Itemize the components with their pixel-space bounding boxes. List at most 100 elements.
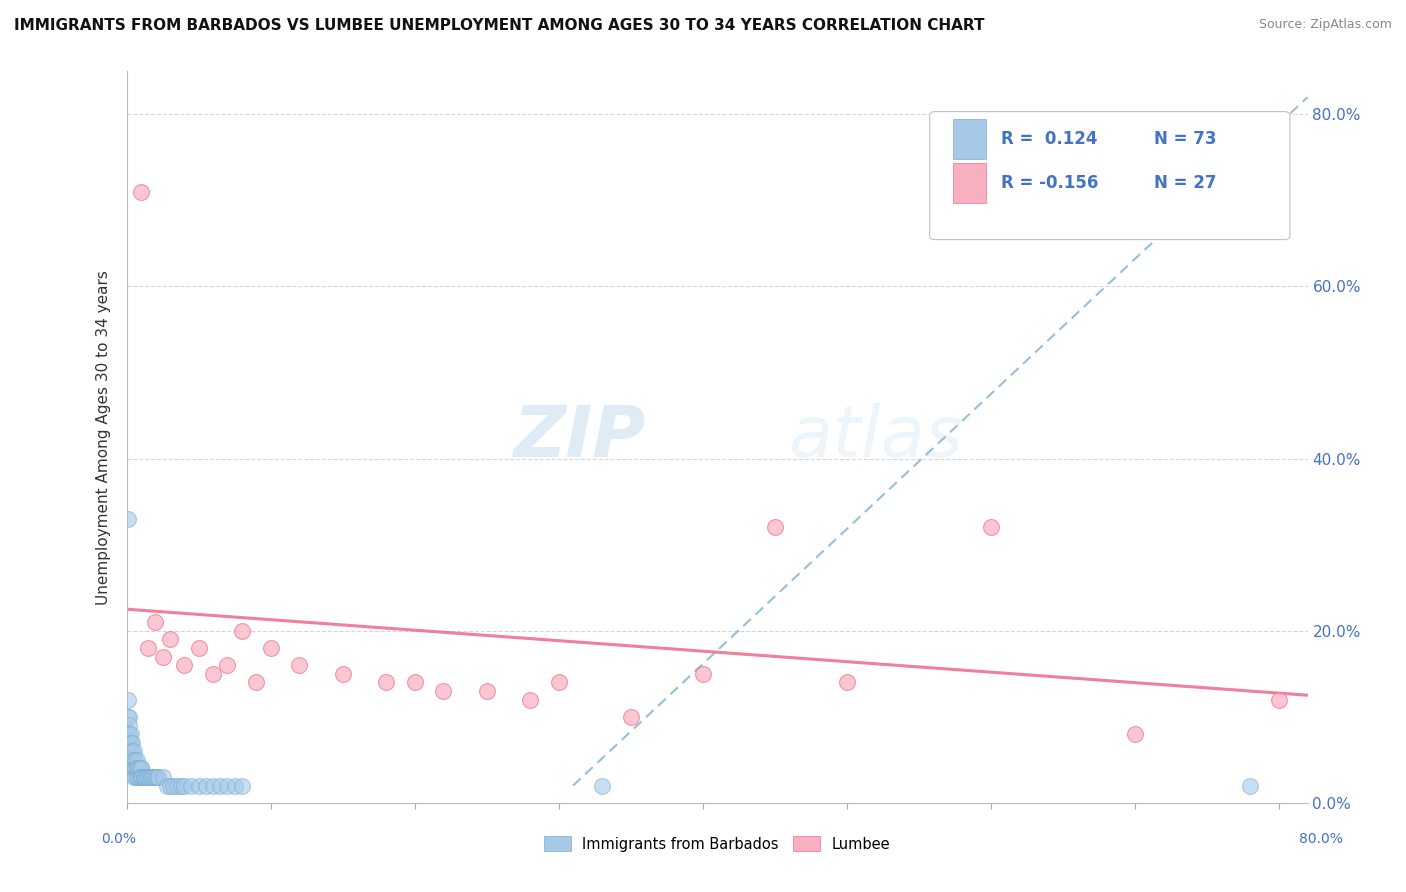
Point xyxy=(124,753,146,767)
Point xyxy=(194,779,217,793)
Point xyxy=(591,779,613,793)
Point xyxy=(374,675,396,690)
Point xyxy=(121,761,143,775)
Point xyxy=(132,770,155,784)
FancyBboxPatch shape xyxy=(953,119,987,159)
Point xyxy=(519,692,541,706)
Point xyxy=(118,744,141,758)
Point xyxy=(117,735,139,749)
Point xyxy=(120,753,142,767)
FancyBboxPatch shape xyxy=(929,112,1289,240)
Point xyxy=(187,779,209,793)
Text: atlas: atlas xyxy=(787,402,963,472)
Point xyxy=(201,666,224,681)
Point xyxy=(122,744,145,758)
Point xyxy=(835,675,858,690)
Point xyxy=(129,770,152,784)
Point xyxy=(209,779,232,793)
Point xyxy=(146,770,169,784)
Point xyxy=(122,753,145,767)
Point xyxy=(128,770,150,784)
Point xyxy=(118,710,141,724)
Point xyxy=(129,761,152,775)
Point xyxy=(124,761,146,775)
Point xyxy=(224,779,246,793)
Point xyxy=(129,761,152,775)
Point xyxy=(117,710,139,724)
Point xyxy=(980,520,1002,534)
Legend: Immigrants from Barbados, Lumbee: Immigrants from Barbados, Lumbee xyxy=(538,830,896,858)
Point xyxy=(170,779,193,793)
Point xyxy=(117,692,139,706)
Point xyxy=(148,770,170,784)
Point xyxy=(117,512,139,526)
Text: 80.0%: 80.0% xyxy=(1299,832,1343,846)
Text: R = -0.156: R = -0.156 xyxy=(1001,174,1098,193)
Point xyxy=(131,770,153,784)
Point xyxy=(159,632,181,647)
Point xyxy=(152,649,174,664)
Point xyxy=(122,770,145,784)
Point xyxy=(120,744,142,758)
Point xyxy=(288,658,311,673)
Point xyxy=(117,727,139,741)
Point xyxy=(763,520,786,534)
Point xyxy=(118,718,141,732)
Point xyxy=(118,735,141,749)
Point xyxy=(120,727,142,741)
Point xyxy=(143,615,166,629)
Text: R =  0.124: R = 0.124 xyxy=(1001,130,1097,148)
Point xyxy=(152,770,174,784)
Point xyxy=(142,770,165,784)
Point xyxy=(117,753,139,767)
Point xyxy=(692,666,714,681)
Text: N = 73: N = 73 xyxy=(1154,130,1216,148)
Point xyxy=(136,640,159,655)
Point xyxy=(620,710,643,724)
Point xyxy=(136,770,159,784)
Point xyxy=(180,779,202,793)
Point xyxy=(162,779,184,793)
Point xyxy=(475,684,498,698)
Point xyxy=(332,666,354,681)
Point xyxy=(121,744,143,758)
Point xyxy=(121,735,143,749)
Point xyxy=(125,761,148,775)
Point xyxy=(118,727,141,741)
Point xyxy=(139,770,162,784)
Point xyxy=(125,753,148,767)
Y-axis label: Unemployment Among Ages 30 to 34 years: Unemployment Among Ages 30 to 34 years xyxy=(96,269,111,605)
Point xyxy=(129,185,152,199)
Point xyxy=(120,735,142,749)
Point xyxy=(1123,727,1146,741)
Point xyxy=(134,770,156,784)
Point xyxy=(127,770,149,784)
Point xyxy=(156,779,179,793)
Point xyxy=(201,779,224,793)
Point xyxy=(173,779,195,793)
Text: ZIP: ZIP xyxy=(515,402,647,472)
Point xyxy=(1268,692,1291,706)
Point xyxy=(121,753,143,767)
Point xyxy=(245,675,267,690)
Point xyxy=(122,761,145,775)
Point xyxy=(217,779,239,793)
Point xyxy=(173,658,195,673)
Point xyxy=(118,753,141,767)
Point xyxy=(1239,779,1261,793)
Point xyxy=(432,684,454,698)
Point xyxy=(136,770,159,784)
Point xyxy=(138,770,160,784)
Point xyxy=(143,770,166,784)
Text: 0.0%: 0.0% xyxy=(101,832,136,846)
Point xyxy=(134,770,156,784)
Point xyxy=(125,770,148,784)
Point xyxy=(166,779,188,793)
Point xyxy=(117,744,139,758)
Point xyxy=(159,779,181,793)
Point xyxy=(259,640,281,655)
Text: N = 27: N = 27 xyxy=(1154,174,1216,193)
Point xyxy=(187,640,209,655)
Point xyxy=(135,770,157,784)
Text: Source: ZipAtlas.com: Source: ZipAtlas.com xyxy=(1258,18,1392,31)
